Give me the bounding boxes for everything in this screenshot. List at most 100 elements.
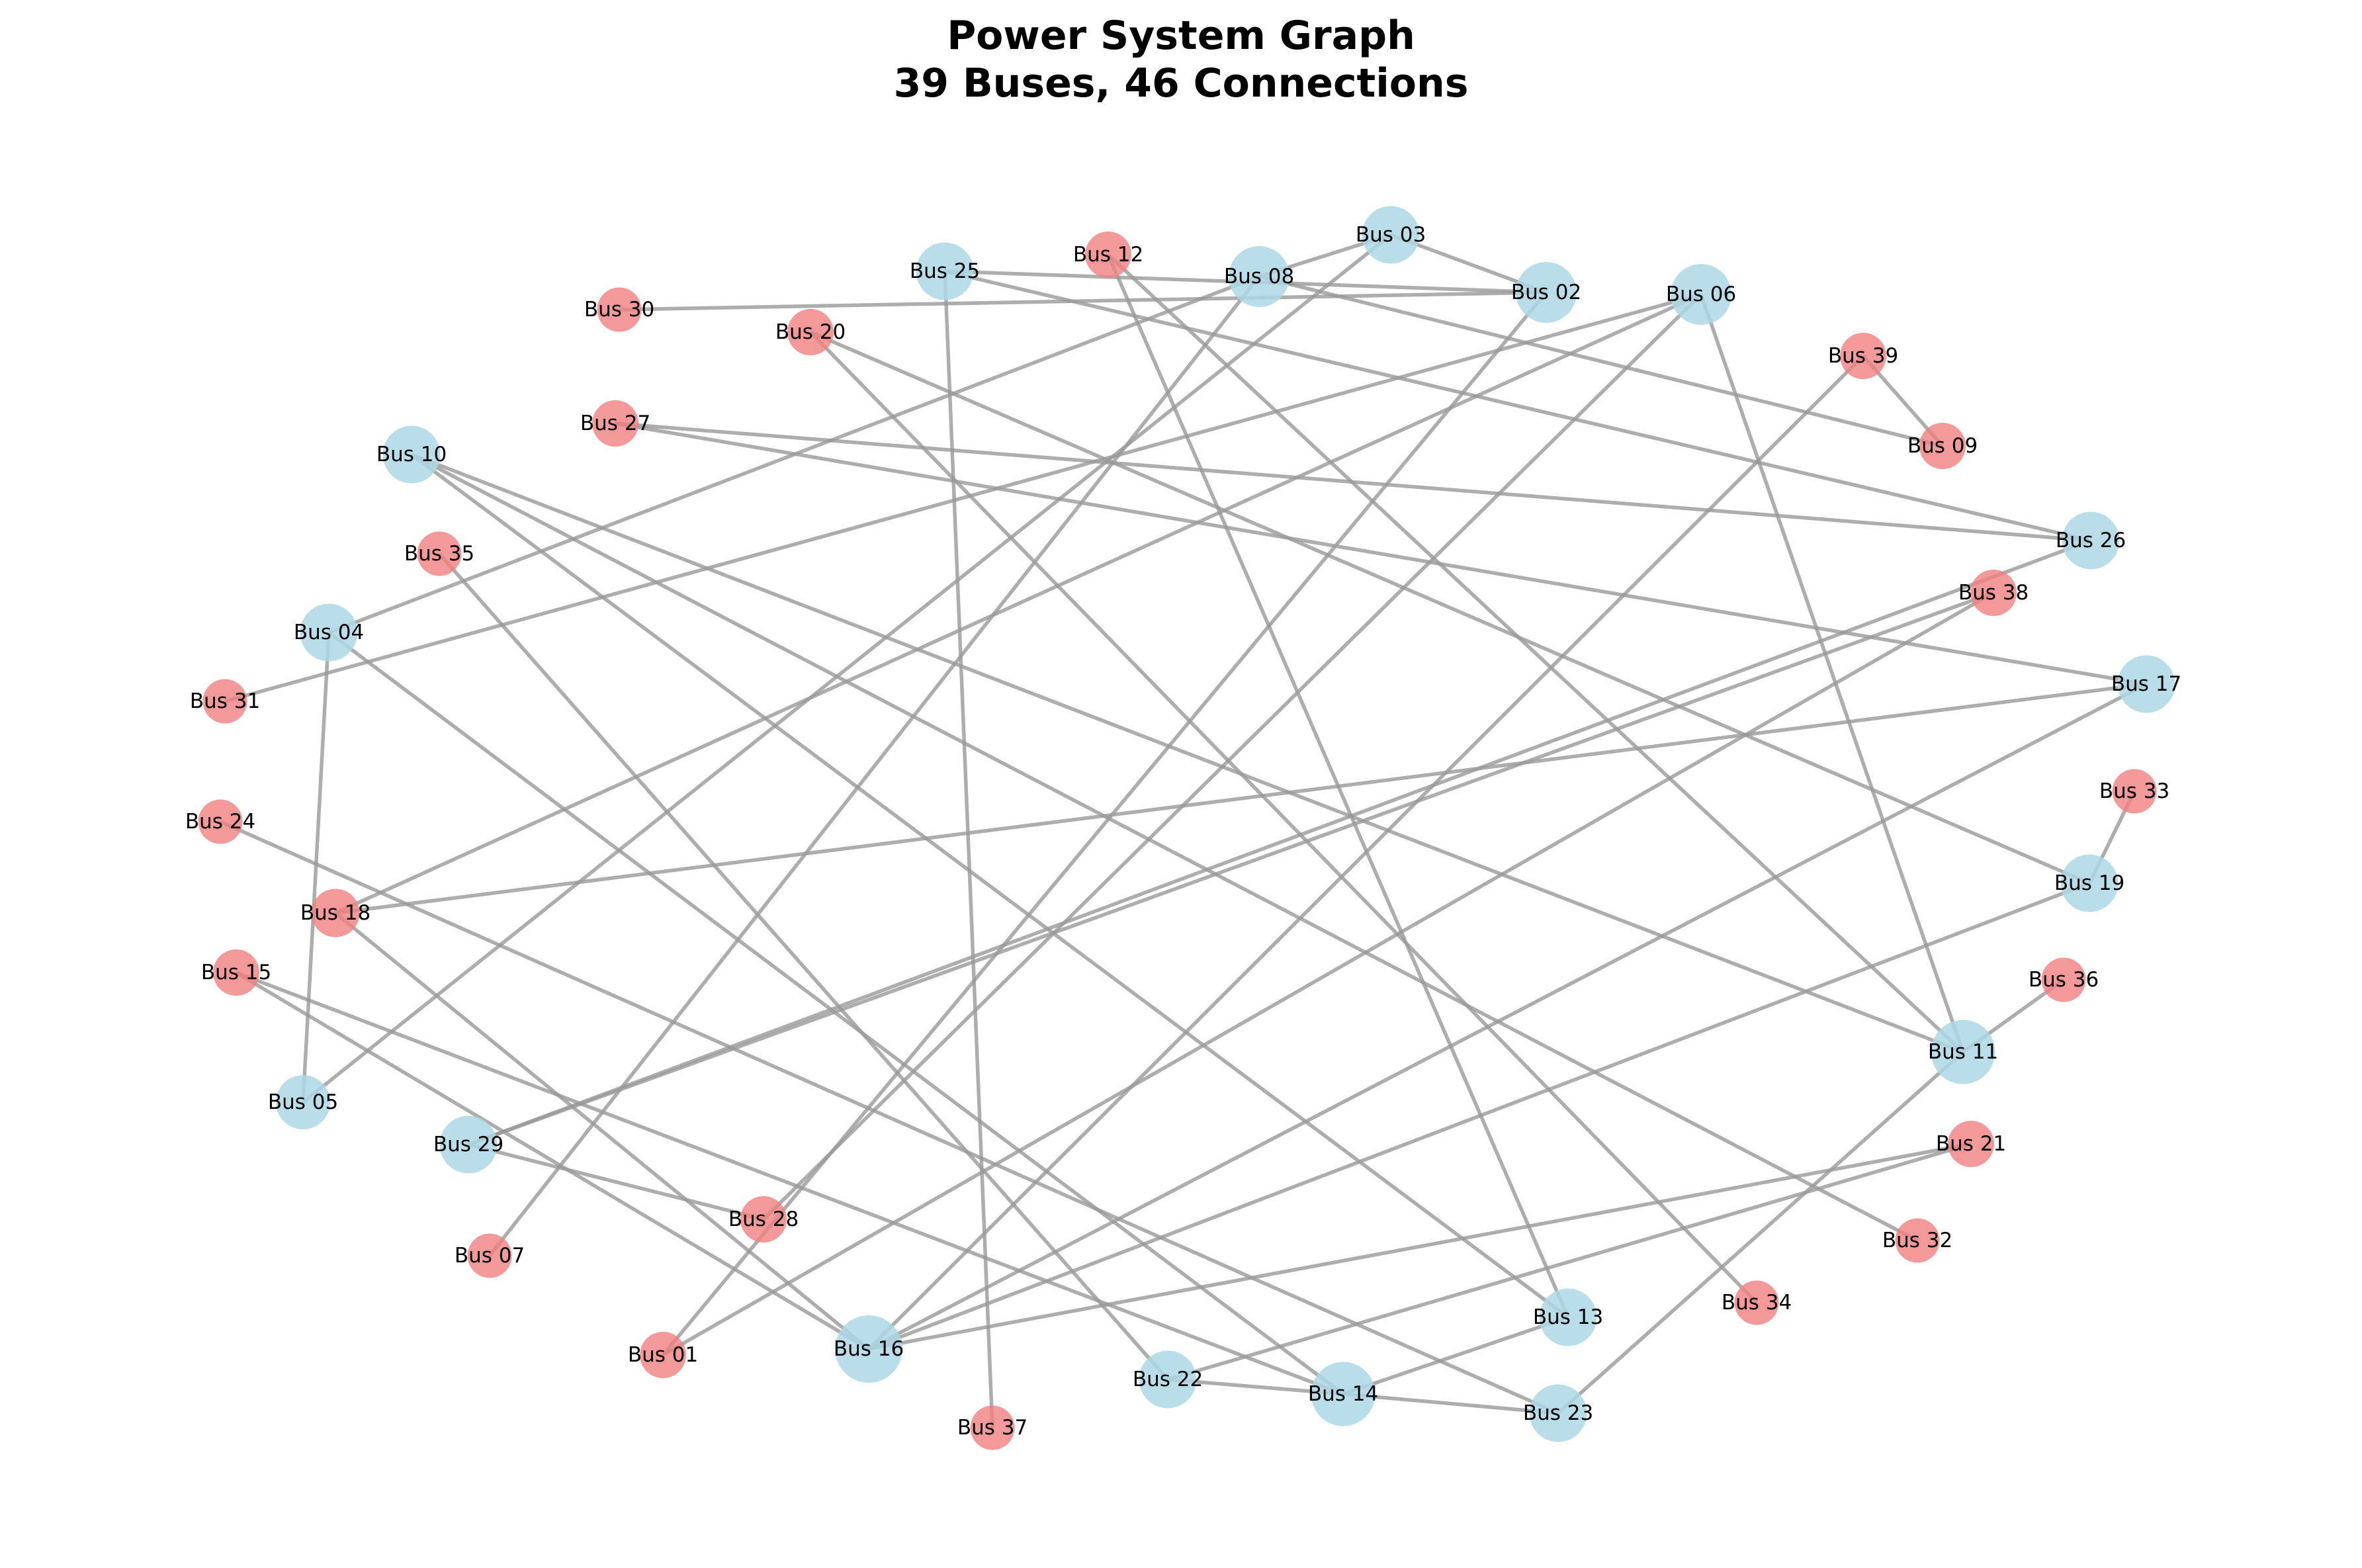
node-circle-bus-03 <box>1362 206 1420 264</box>
node-label-bus-03: Bus 03 <box>1356 223 1426 247</box>
node-label-bus-14: Bus 14 <box>1308 1382 1378 1406</box>
node-label-bus-19: Bus 19 <box>2054 871 2124 895</box>
node-bus-08: Bus 08 <box>1224 246 1294 307</box>
node-bus-21: Bus 21 <box>1936 1121 2006 1167</box>
node-bus-09: Bus 09 <box>1907 423 1978 469</box>
edge-bus-39-bus-16 <box>867 355 1864 1350</box>
node-bus-10: Bus 10 <box>376 425 447 484</box>
edge-bus-10-bus-13 <box>410 453 1569 1319</box>
node-bus-23: Bus 23 <box>1523 1384 1593 1442</box>
node-circle-bus-20 <box>787 309 834 355</box>
node-circle-bus-16 <box>835 1315 902 1383</box>
node-circle-bus-34 <box>1734 1280 1779 1325</box>
edge-bus-02-bus-01 <box>661 291 1548 1356</box>
node-label-bus-35: Bus 35 <box>404 542 474 566</box>
edge-bus-24-bus-23 <box>219 820 1559 1415</box>
edge-bus-26-bus-29 <box>468 539 2091 1147</box>
node-circle-bus-32 <box>1895 1218 1940 1263</box>
edge-bus-20-bus-34 <box>809 331 1758 1304</box>
edge-bus-10-bus-11 <box>411 453 1964 1054</box>
node-bus-05: Bus 05 <box>268 1075 338 1129</box>
edge-bus-38-bus-29 <box>468 591 1994 1147</box>
node-label-bus-26: Bus 26 <box>2056 529 2126 552</box>
node-bus-38: Bus 38 <box>1958 570 2029 616</box>
edge-bus-15-bus-16 <box>235 971 870 1351</box>
edge-bus-19-bus-16 <box>868 881 2090 1351</box>
node-label-bus-09: Bus 09 <box>1907 434 1978 458</box>
node-bus-18: Bus 18 <box>300 889 371 937</box>
node-circle-bus-23 <box>1529 1384 1587 1442</box>
node-bus-32: Bus 32 <box>1882 1218 1952 1263</box>
edge-bus-06-bus-31 <box>224 292 1702 703</box>
edge-bus-25-bus-26 <box>944 269 2091 543</box>
edge-bus-12-bus-11 <box>1107 253 1964 1054</box>
edge-bus-38-bus-01 <box>662 591 1995 1357</box>
node-circle-bus-30 <box>597 287 642 332</box>
edge-bus-27-bus-17 <box>615 421 2147 686</box>
node-bus-20: Bus 20 <box>775 309 846 355</box>
node-circle-bus-08 <box>1229 246 1290 307</box>
node-label-bus-27: Bus 27 <box>580 412 650 435</box>
node-circle-bus-19 <box>2060 854 2119 912</box>
edge-bus-17-bus-16 <box>867 682 2148 1351</box>
node-label-bus-11: Bus 11 <box>1928 1040 1998 1064</box>
edge-bus-10-bus-32 <box>410 453 1919 1242</box>
node-label-bus-13: Bus 13 <box>1533 1305 1603 1329</box>
node-bus-13: Bus 13 <box>1533 1288 1603 1346</box>
nodes-layer: Bus 01 Bus 02 Bus 03 Bus 04 Bus 05 Bus 06 Bus … <box>185 206 2181 1450</box>
node-label-bus-30: Bus 30 <box>584 298 654 322</box>
node-circle-bus-27 <box>592 400 638 447</box>
node-circle-bus-38 <box>1970 570 2017 616</box>
node-label-bus-32: Bus 32 <box>1882 1229 1952 1252</box>
node-label-bus-37: Bus 37 <box>957 1416 1028 1440</box>
node-label-bus-02: Bus 02 <box>1511 281 1581 304</box>
node-bus-27: Bus 27 <box>580 400 650 447</box>
node-label-bus-28: Bus 28 <box>728 1207 799 1231</box>
node-label-bus-36: Bus 36 <box>2029 968 2099 992</box>
node-label-bus-24: Bus 24 <box>185 810 255 834</box>
node-bus-16: Bus 16 <box>834 1315 904 1383</box>
node-label-bus-04: Bus 04 <box>294 621 364 644</box>
node-circle-bus-33 <box>2112 769 2157 814</box>
node-bus-29: Bus 29 <box>433 1115 503 1174</box>
node-circle-bus-25 <box>916 242 974 300</box>
edge-bus-35-bus-22 <box>437 552 1170 1381</box>
edge-bus-25-bus-37 <box>943 271 994 1428</box>
node-circle-bus-02 <box>1516 262 1577 323</box>
node-label-bus-20: Bus 20 <box>775 320 846 344</box>
node-bus-02: Bus 02 <box>1511 262 1581 323</box>
node-bus-34: Bus 34 <box>1722 1280 1792 1325</box>
node-label-bus-08: Bus 08 <box>1224 265 1294 288</box>
title-line-2: 39 Buses, 46 Connections <box>893 60 1469 107</box>
node-circle-bus-28 <box>740 1196 787 1242</box>
node-circle-bus-17 <box>2117 655 2175 713</box>
node-bus-24: Bus 24 <box>185 799 255 844</box>
node-circle-bus-29 <box>439 1115 498 1174</box>
node-bus-17: Bus 17 <box>2111 655 2181 713</box>
node-circle-bus-06 <box>1671 264 1731 325</box>
node-circle-bus-10 <box>382 425 441 484</box>
node-label-bus-07: Bus 07 <box>455 1244 525 1268</box>
node-bus-12: Bus 12 <box>1073 232 1143 278</box>
node-circle-bus-12 <box>1085 232 1131 278</box>
node-circle-bus-36 <box>2041 957 2086 1002</box>
node-bus-14: Bus 14 <box>1308 1362 1378 1426</box>
edge-bus-27-bus-26 <box>615 421 2091 543</box>
node-bus-22: Bus 22 <box>1133 1350 1203 1409</box>
node-label-bus-05: Bus 05 <box>268 1090 338 1114</box>
node-bus-03: Bus 03 <box>1356 206 1426 264</box>
node-bus-07: Bus 07 <box>455 1233 525 1278</box>
edge-bus-14-bus-23 <box>1342 1392 1559 1415</box>
edge-bus-15-bus-14 <box>236 971 1344 1396</box>
node-circle-bus-37 <box>970 1405 1015 1450</box>
node-label-bus-31: Bus 31 <box>190 689 260 713</box>
edge-bus-13-bus-14 <box>1342 1315 1569 1396</box>
node-label-bus-39: Bus 39 <box>1828 344 1898 368</box>
node-circle-bus-35 <box>417 531 462 576</box>
edge-bus-30-bus-02 <box>619 290 1547 312</box>
edge-bus-20-bus-19 <box>809 330 2091 885</box>
node-label-bus-29: Bus 29 <box>433 1133 503 1156</box>
chart-title: Power System Graph 39 Buses, 46 Connecti… <box>0 12 2362 107</box>
node-circle-bus-18 <box>311 889 360 937</box>
